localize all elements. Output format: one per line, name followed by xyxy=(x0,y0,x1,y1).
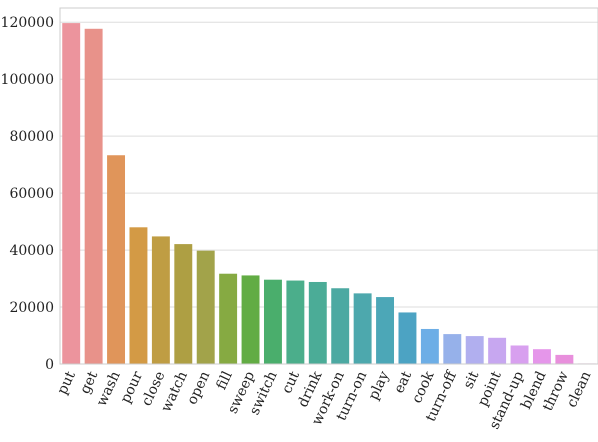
bar-turn-on xyxy=(353,293,372,364)
grid-lines xyxy=(60,21,598,365)
x-tick-label: fill xyxy=(214,368,236,392)
x-tick-label: sit xyxy=(461,369,483,392)
bar-cook xyxy=(420,328,439,364)
y-tick-label: 60000 xyxy=(9,186,54,202)
bar-drink xyxy=(308,281,327,364)
bar-switch xyxy=(263,279,282,364)
y-tick-label: 40000 xyxy=(9,243,54,259)
bar-sweep xyxy=(241,275,260,364)
y-tick-label: 100000 xyxy=(1,72,54,88)
bar-watch xyxy=(174,244,193,364)
bar-eat xyxy=(398,312,417,364)
y-tick-label: 20000 xyxy=(9,300,54,316)
bar-wash xyxy=(107,155,126,364)
bar-put xyxy=(62,23,81,365)
bar-open xyxy=(196,250,215,364)
y-tick-label: 80000 xyxy=(9,129,54,145)
y-tick-label: 0 xyxy=(45,357,54,373)
bar-sit xyxy=(465,336,484,364)
bar-get xyxy=(84,28,103,364)
bar-blend xyxy=(532,349,551,364)
x-tick-label: play xyxy=(366,369,393,403)
y-axis-ticks: 0 20000 40000 60000 80000 100000 120000 xyxy=(1,15,54,373)
bar-turn-off xyxy=(443,334,462,364)
bar-fill xyxy=(219,273,238,364)
y-tick-label: 120000 xyxy=(1,15,54,31)
x-tick-label: put xyxy=(54,369,79,397)
bar-close xyxy=(151,236,170,364)
bar-cut xyxy=(286,280,305,364)
plot-frame xyxy=(59,7,598,365)
bars xyxy=(62,23,596,365)
bar-work-on xyxy=(331,288,350,364)
bar-point xyxy=(488,337,507,364)
bar-throw xyxy=(555,354,574,364)
bar-stand-up xyxy=(510,345,529,364)
bar-pour xyxy=(129,227,148,364)
bar-play xyxy=(376,297,395,364)
